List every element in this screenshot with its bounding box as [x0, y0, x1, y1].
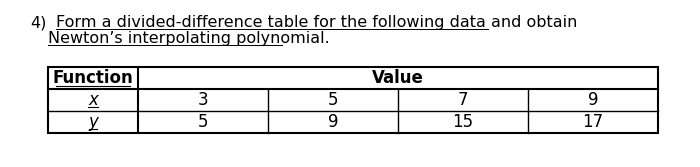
Text: 9: 9: [328, 113, 338, 131]
Text: 7: 7: [458, 91, 468, 109]
Text: y: y: [88, 113, 98, 131]
Bar: [48, 67, 658, 133]
Text: 9: 9: [588, 91, 598, 109]
Text: 4): 4): [30, 15, 46, 30]
Text: Function: Function: [52, 69, 134, 87]
Text: Value: Value: [372, 69, 424, 87]
Text: 15: 15: [452, 113, 474, 131]
Text: Form a divided-difference table for the following data and obtain: Form a divided-difference table for the …: [56, 15, 578, 30]
Text: 3: 3: [197, 91, 209, 109]
Text: 17: 17: [582, 113, 603, 131]
Text: 5: 5: [328, 91, 338, 109]
Text: Newton’s interpolating polynomial.: Newton’s interpolating polynomial.: [48, 31, 330, 46]
Text: 5: 5: [197, 113, 209, 131]
Text: x: x: [88, 91, 98, 109]
